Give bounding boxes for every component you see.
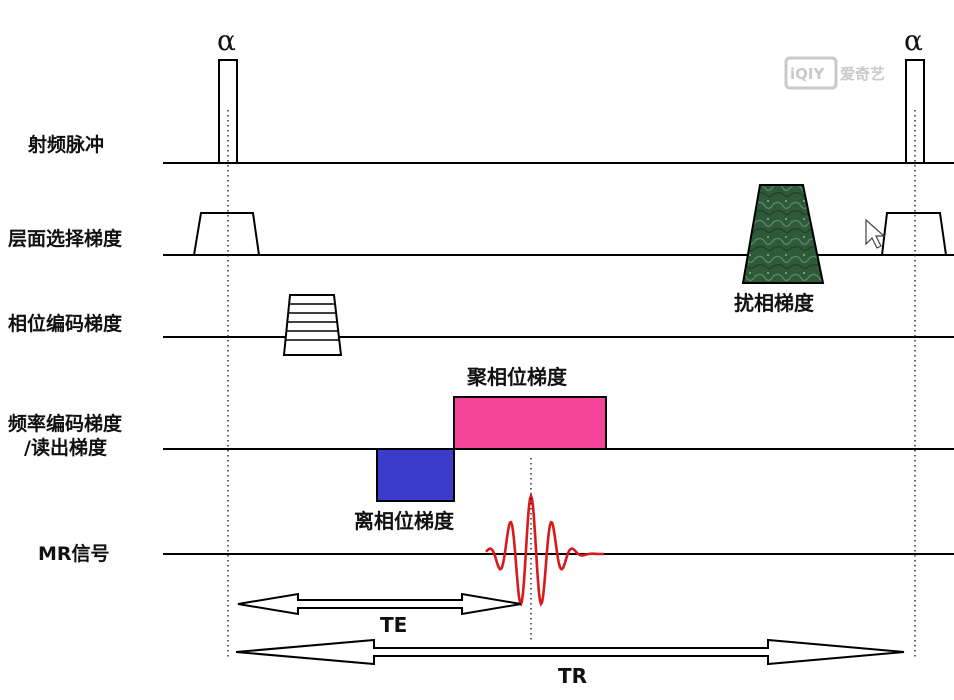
te-arrow [237, 592, 522, 616]
row-label-freq: 频率编码梯度 [8, 412, 123, 435]
spoiler-label: 扰相梯度 [734, 291, 815, 315]
watermark-logo: iQIY [790, 65, 825, 83]
rephase-gradient [453, 396, 607, 450]
slice-gradient-right [880, 212, 948, 256]
row-label-freq-readout: /读出梯度 [24, 436, 108, 459]
tr-label: TR [558, 664, 587, 688]
row-label-rf: 射频脉冲 [27, 133, 104, 156]
watermark-text: 爱奇艺 [840, 65, 885, 83]
row-label-phase: 相位编码梯度 [8, 312, 123, 335]
dephase-gradient [376, 448, 455, 502]
rephase-label: 聚相位梯度 [466, 365, 568, 389]
row-label-slice: 层面选择梯度 [8, 227, 123, 250]
slice-gradient-left [192, 212, 261, 256]
dephase-label: 离相位梯度 [354, 509, 455, 533]
spoiler-gradient [741, 184, 825, 284]
tr-arrow [235, 638, 905, 666]
mouse-cursor-icon [865, 218, 886, 249]
row-label-signal: MR信号 [38, 542, 110, 565]
alpha-label-left: α [217, 24, 236, 57]
alpha-label-right: α [904, 24, 923, 57]
iqiyi-watermark: iQIY 爱奇艺 [784, 56, 885, 90]
phase-encoding-gradient [282, 294, 343, 356]
mr-echo-signal [485, 492, 604, 607]
te-label: TE [380, 613, 407, 637]
